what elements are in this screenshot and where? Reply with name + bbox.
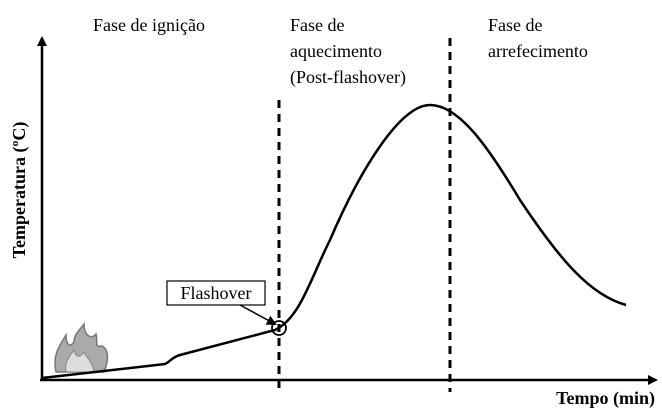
x-axis-label: Tempo (min) [556,388,655,409]
fire-icon-inner [65,348,95,373]
flashover-point [271,320,287,336]
phase-label: Fase de [488,15,542,35]
flashover-label: Flashover [181,283,252,303]
phase-label: arrefecimento [488,41,588,61]
y-axis-label: Temperatura (ºC) [9,122,30,259]
phase-label: Fase de [290,15,344,35]
flashover-box [166,280,266,306]
phase-label: aquecimento [290,41,382,61]
phase-label: (Post-flashover) [290,67,406,88]
flashover-pointer [239,304,277,325]
temperature-curve [41,103,627,380]
phase-label: Fase de ignição [93,15,205,35]
